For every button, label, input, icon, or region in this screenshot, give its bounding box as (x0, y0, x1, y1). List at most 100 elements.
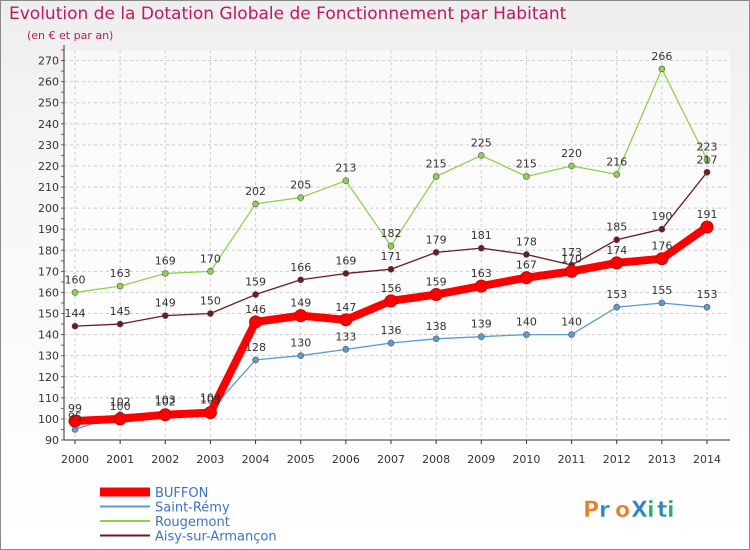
data-label-rougemont: 216 (606, 155, 627, 168)
legend-label: Aisy-sur-Armançon (155, 530, 277, 545)
point-buffon (113, 412, 127, 426)
x-tick-label: 2009 (467, 453, 495, 466)
point-aisy-sur-arman-on (703, 168, 711, 176)
x-tick-label: 2001 (106, 453, 134, 466)
data-label-rougemont: 170 (200, 252, 221, 265)
point-rougemont (523, 173, 530, 180)
point-saint-r-my (523, 331, 530, 338)
point-buffon (68, 414, 82, 428)
data-label-aisy-sur-arman-on: 173 (561, 246, 582, 259)
data-label-buffon: 191 (697, 208, 718, 221)
data-label-aisy-sur-arman-on: 144 (65, 307, 86, 320)
data-label-saint-r-my: 102 (110, 396, 131, 409)
data-labels: 144 145 149 150 159 166 169 171 179 181 178 173 185 1… (65, 50, 718, 423)
point-buffon (610, 256, 624, 270)
point-rougemont (207, 268, 214, 275)
point-saint-r-my (432, 335, 440, 343)
y-tick-label: 110 (38, 392, 59, 405)
point-rougemont (613, 171, 621, 178)
point-aisy-sur-arman-on (71, 322, 79, 330)
data-label-aisy-sur-arman-on: 171 (381, 250, 402, 263)
y-tick-label: 200 (38, 202, 59, 215)
data-label-aisy-sur-arman-on: 185 (606, 221, 627, 234)
logo-letter: t (657, 498, 668, 523)
data-label-saint-r-my: 140 (561, 316, 582, 329)
data-label-saint-r-my: 130 (290, 337, 311, 350)
data-label-rougemont: 215 (516, 157, 537, 170)
data-label-aisy-sur-arman-on: 149 (155, 297, 176, 310)
data-label-buffon: 147 (335, 301, 356, 314)
x-tick-label: 2010 (512, 453, 540, 466)
point-saint-r-my (703, 303, 711, 311)
data-label-aisy-sur-arman-on: 181 (471, 229, 492, 242)
data-label-buffon: 163 (471, 267, 492, 280)
data-label-aisy-sur-arman-on: 179 (426, 233, 447, 246)
logo-letter: i (667, 498, 675, 523)
point-rougemont (658, 65, 666, 73)
logo-letter: P (583, 498, 599, 523)
data-label-saint-r-my: 155 (651, 284, 672, 297)
y-tick-label: 130 (38, 350, 59, 363)
grid (64, 50, 730, 441)
data-label-buffon: 176 (651, 240, 672, 253)
y-tick-label: 190 (38, 223, 59, 236)
point-buffon (158, 408, 172, 422)
point-buffon (565, 264, 579, 278)
point-aisy-sur-arman-on (477, 244, 485, 252)
y-tick-label: 240 (38, 118, 59, 131)
data-label-rougemont: 223 (697, 141, 718, 154)
point-buffon (384, 294, 398, 308)
point-buffon (474, 279, 488, 293)
data-label-buffon: 100 (110, 400, 131, 413)
data-label-buffon: 170 (561, 252, 582, 265)
point-rougemont (477, 152, 485, 159)
logo-letter: r (599, 498, 610, 523)
data-label-saint-r-my: 139 (471, 318, 492, 331)
y-tick-label: 210 (38, 181, 59, 194)
legend-label: Rougemont (155, 515, 230, 530)
data-label-buffon: 174 (606, 244, 627, 257)
y-tick-label: 270 (38, 55, 59, 68)
series-layer (68, 65, 714, 433)
legend: BUFFONSaint-RémyRougemontAisy-sur-Armanç… (100, 486, 277, 545)
data-label-saint-r-my: 153 (606, 288, 627, 301)
data-label-buffon: 102 (155, 396, 176, 409)
x-tick-label: 2006 (332, 453, 360, 466)
point-aisy-sur-arman-on (161, 312, 169, 319)
data-label-aisy-sur-arman-on: 169 (335, 254, 356, 267)
data-label-rougemont: 225 (471, 136, 492, 149)
point-rougemont (342, 177, 350, 185)
data-label-saint-r-my: 128 (245, 341, 266, 354)
x-tick-label: 2005 (287, 453, 315, 466)
legend-label: Saint-Rémy (155, 501, 230, 516)
point-saint-r-my (252, 356, 259, 364)
data-label-saint-r-my: 153 (697, 288, 718, 301)
point-buffon (339, 313, 353, 327)
data-label-buffon: 103 (200, 394, 221, 407)
data-label-saint-r-my: 103 (155, 394, 176, 407)
data-label-rougemont: 205 (290, 179, 311, 192)
point-aisy-sur-arman-on (658, 225, 666, 233)
point-aisy-sur-arman-on (613, 236, 621, 244)
x-tick-label: 2008 (422, 453, 450, 466)
y-tick-label: 170 (38, 265, 59, 278)
data-label-buffon: 159 (426, 276, 447, 289)
plot-area (64, 50, 730, 440)
data-label-saint-r-my: 138 (426, 320, 447, 333)
x-tick-label: 2013 (648, 453, 676, 466)
x-tick-label: 2000 (61, 453, 89, 466)
data-label-saint-r-my: 104 (200, 391, 221, 404)
data-label-saint-r-my: 136 (381, 324, 402, 337)
point-buffon (429, 288, 443, 302)
data-label-aisy-sur-arman-on: 145 (110, 305, 131, 318)
point-saint-r-my (613, 303, 621, 311)
data-label-rougemont: 160 (65, 273, 86, 286)
data-label-aisy-sur-arman-on: 159 (245, 276, 266, 289)
axes: 9010011012013014015016017018019020021022… (38, 45, 730, 466)
point-rougemont (387, 242, 395, 250)
data-label-buffon: 99 (68, 402, 82, 415)
legend-label: BUFFON (155, 486, 208, 501)
point-rougemont (161, 270, 169, 277)
point-aisy-sur-arman-on (523, 251, 530, 258)
logo-letter: X (631, 498, 648, 523)
